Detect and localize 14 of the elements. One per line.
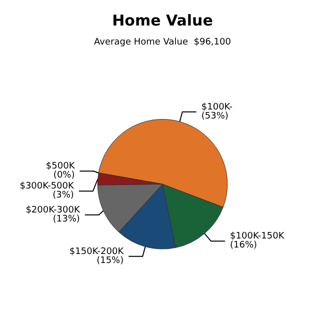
- data-label: (53%): [201, 111, 228, 122]
- slice-label: $150K-200K: [69, 246, 125, 257]
- slice-label: $100K-150K: [230, 232, 286, 242]
- chart-title: Home Value: [112, 12, 213, 30]
- data-label: (3%): [52, 190, 74, 201]
- data-label: (15%): [96, 256, 124, 266]
- data-label: (13%): [52, 214, 80, 224]
- slice-label: $100K-: [201, 102, 232, 112]
- slice-label: $300K-500K: [20, 182, 76, 192]
- text: (0%): [53, 170, 75, 181]
- chart-subtitle: Average Home Value $96,100: [94, 38, 232, 48]
- data-label: (16%): [230, 240, 258, 251]
- legend-label: $500K: [46, 162, 76, 172]
- slice-label: $200K-300K: [26, 205, 81, 216]
